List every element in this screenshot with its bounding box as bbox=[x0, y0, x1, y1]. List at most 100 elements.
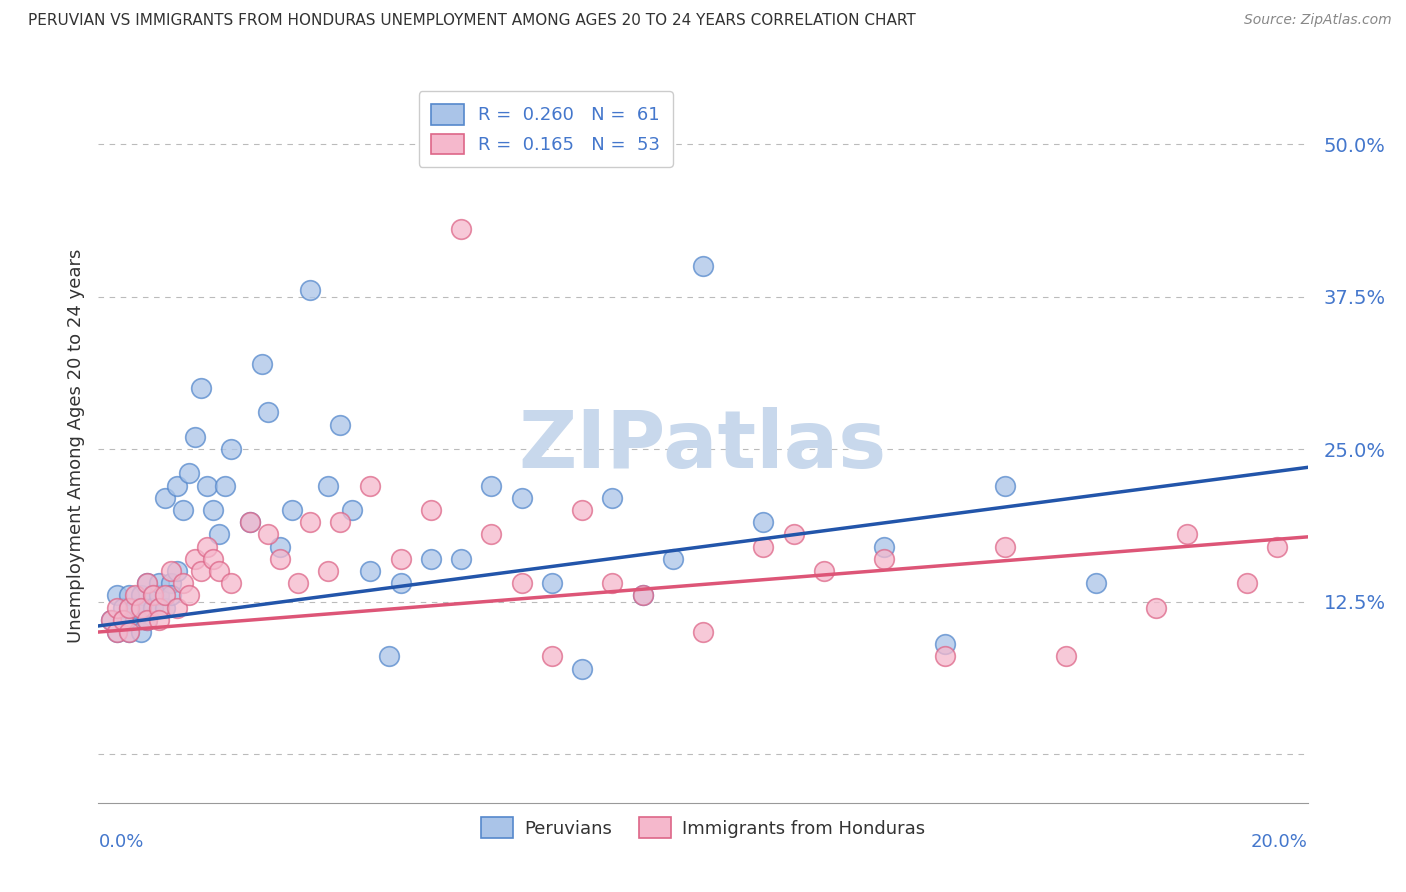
Text: PERUVIAN VS IMMIGRANTS FROM HONDURAS UNEMPLOYMENT AMONG AGES 20 TO 24 YEARS CORR: PERUVIAN VS IMMIGRANTS FROM HONDURAS UNE… bbox=[28, 13, 915, 29]
Point bbox=[329, 515, 352, 529]
Point bbox=[202, 551, 225, 566]
Text: 20.0%: 20.0% bbox=[1251, 833, 1308, 851]
Point bbox=[1236, 576, 1258, 591]
Point bbox=[221, 442, 243, 456]
Point bbox=[631, 589, 654, 603]
Point bbox=[540, 649, 562, 664]
Point bbox=[179, 589, 201, 603]
Point bbox=[269, 540, 291, 554]
Point bbox=[100, 613, 122, 627]
Point bbox=[118, 625, 141, 640]
Point bbox=[148, 589, 170, 603]
Text: ZIPatlas: ZIPatlas bbox=[519, 407, 887, 485]
Point bbox=[160, 564, 183, 578]
Point bbox=[100, 613, 122, 627]
Point bbox=[105, 625, 128, 640]
Point bbox=[129, 625, 152, 640]
Point bbox=[873, 540, 896, 554]
Point bbox=[105, 625, 128, 640]
Point bbox=[239, 515, 262, 529]
Text: Source: ZipAtlas.com: Source: ZipAtlas.com bbox=[1244, 13, 1392, 28]
Point bbox=[602, 576, 624, 591]
Point bbox=[692, 625, 714, 640]
Point bbox=[752, 515, 775, 529]
Point bbox=[105, 589, 128, 603]
Point bbox=[142, 589, 165, 603]
Point bbox=[118, 600, 141, 615]
Point bbox=[631, 589, 654, 603]
Point bbox=[190, 381, 212, 395]
Point bbox=[221, 576, 243, 591]
Point bbox=[166, 564, 188, 578]
Point bbox=[316, 478, 339, 492]
Point bbox=[934, 637, 956, 651]
Point bbox=[135, 600, 157, 615]
Point bbox=[195, 540, 218, 554]
Point bbox=[148, 600, 170, 615]
Point bbox=[269, 551, 291, 566]
Point bbox=[166, 478, 188, 492]
Point bbox=[510, 491, 533, 505]
Point bbox=[510, 576, 533, 591]
Point bbox=[105, 600, 128, 615]
Point bbox=[540, 576, 562, 591]
Point bbox=[124, 600, 146, 615]
Point bbox=[148, 576, 170, 591]
Point bbox=[153, 589, 176, 603]
Text: 0.0%: 0.0% bbox=[98, 833, 143, 851]
Point bbox=[129, 600, 152, 615]
Point bbox=[602, 491, 624, 505]
Point bbox=[256, 527, 278, 541]
Point bbox=[135, 613, 157, 627]
Point bbox=[299, 284, 322, 298]
Y-axis label: Unemployment Among Ages 20 to 24 years: Unemployment Among Ages 20 to 24 years bbox=[66, 249, 84, 643]
Point bbox=[934, 649, 956, 664]
Point bbox=[692, 259, 714, 273]
Point bbox=[571, 662, 593, 676]
Point bbox=[160, 589, 183, 603]
Point bbox=[450, 551, 472, 566]
Point bbox=[172, 576, 194, 591]
Point bbox=[118, 625, 141, 640]
Point bbox=[250, 357, 273, 371]
Point bbox=[1054, 649, 1077, 664]
Point bbox=[135, 576, 157, 591]
Point bbox=[420, 551, 443, 566]
Point bbox=[360, 478, 382, 492]
Point bbox=[783, 527, 806, 541]
Point bbox=[316, 564, 339, 578]
Point bbox=[389, 576, 412, 591]
Point bbox=[208, 564, 231, 578]
Point bbox=[153, 600, 176, 615]
Point bbox=[124, 589, 146, 603]
Point bbox=[202, 503, 225, 517]
Point bbox=[1267, 540, 1289, 554]
Point bbox=[184, 551, 207, 566]
Point bbox=[142, 600, 165, 615]
Point bbox=[111, 600, 134, 615]
Point bbox=[135, 576, 157, 591]
Point bbox=[153, 491, 176, 505]
Point bbox=[239, 515, 262, 529]
Point bbox=[281, 503, 304, 517]
Point bbox=[360, 564, 382, 578]
Point bbox=[124, 613, 146, 627]
Point bbox=[450, 222, 472, 236]
Point bbox=[1175, 527, 1198, 541]
Point bbox=[571, 503, 593, 517]
Point bbox=[342, 503, 364, 517]
Point bbox=[142, 589, 165, 603]
Point bbox=[135, 613, 157, 627]
Point bbox=[214, 478, 236, 492]
Point bbox=[111, 613, 134, 627]
Point bbox=[420, 503, 443, 517]
Point bbox=[190, 564, 212, 578]
Point bbox=[873, 551, 896, 566]
Point bbox=[481, 478, 503, 492]
Point bbox=[111, 613, 134, 627]
Point bbox=[129, 589, 152, 603]
Point bbox=[160, 576, 183, 591]
Point bbox=[299, 515, 322, 529]
Point bbox=[118, 589, 141, 603]
Point bbox=[184, 430, 207, 444]
